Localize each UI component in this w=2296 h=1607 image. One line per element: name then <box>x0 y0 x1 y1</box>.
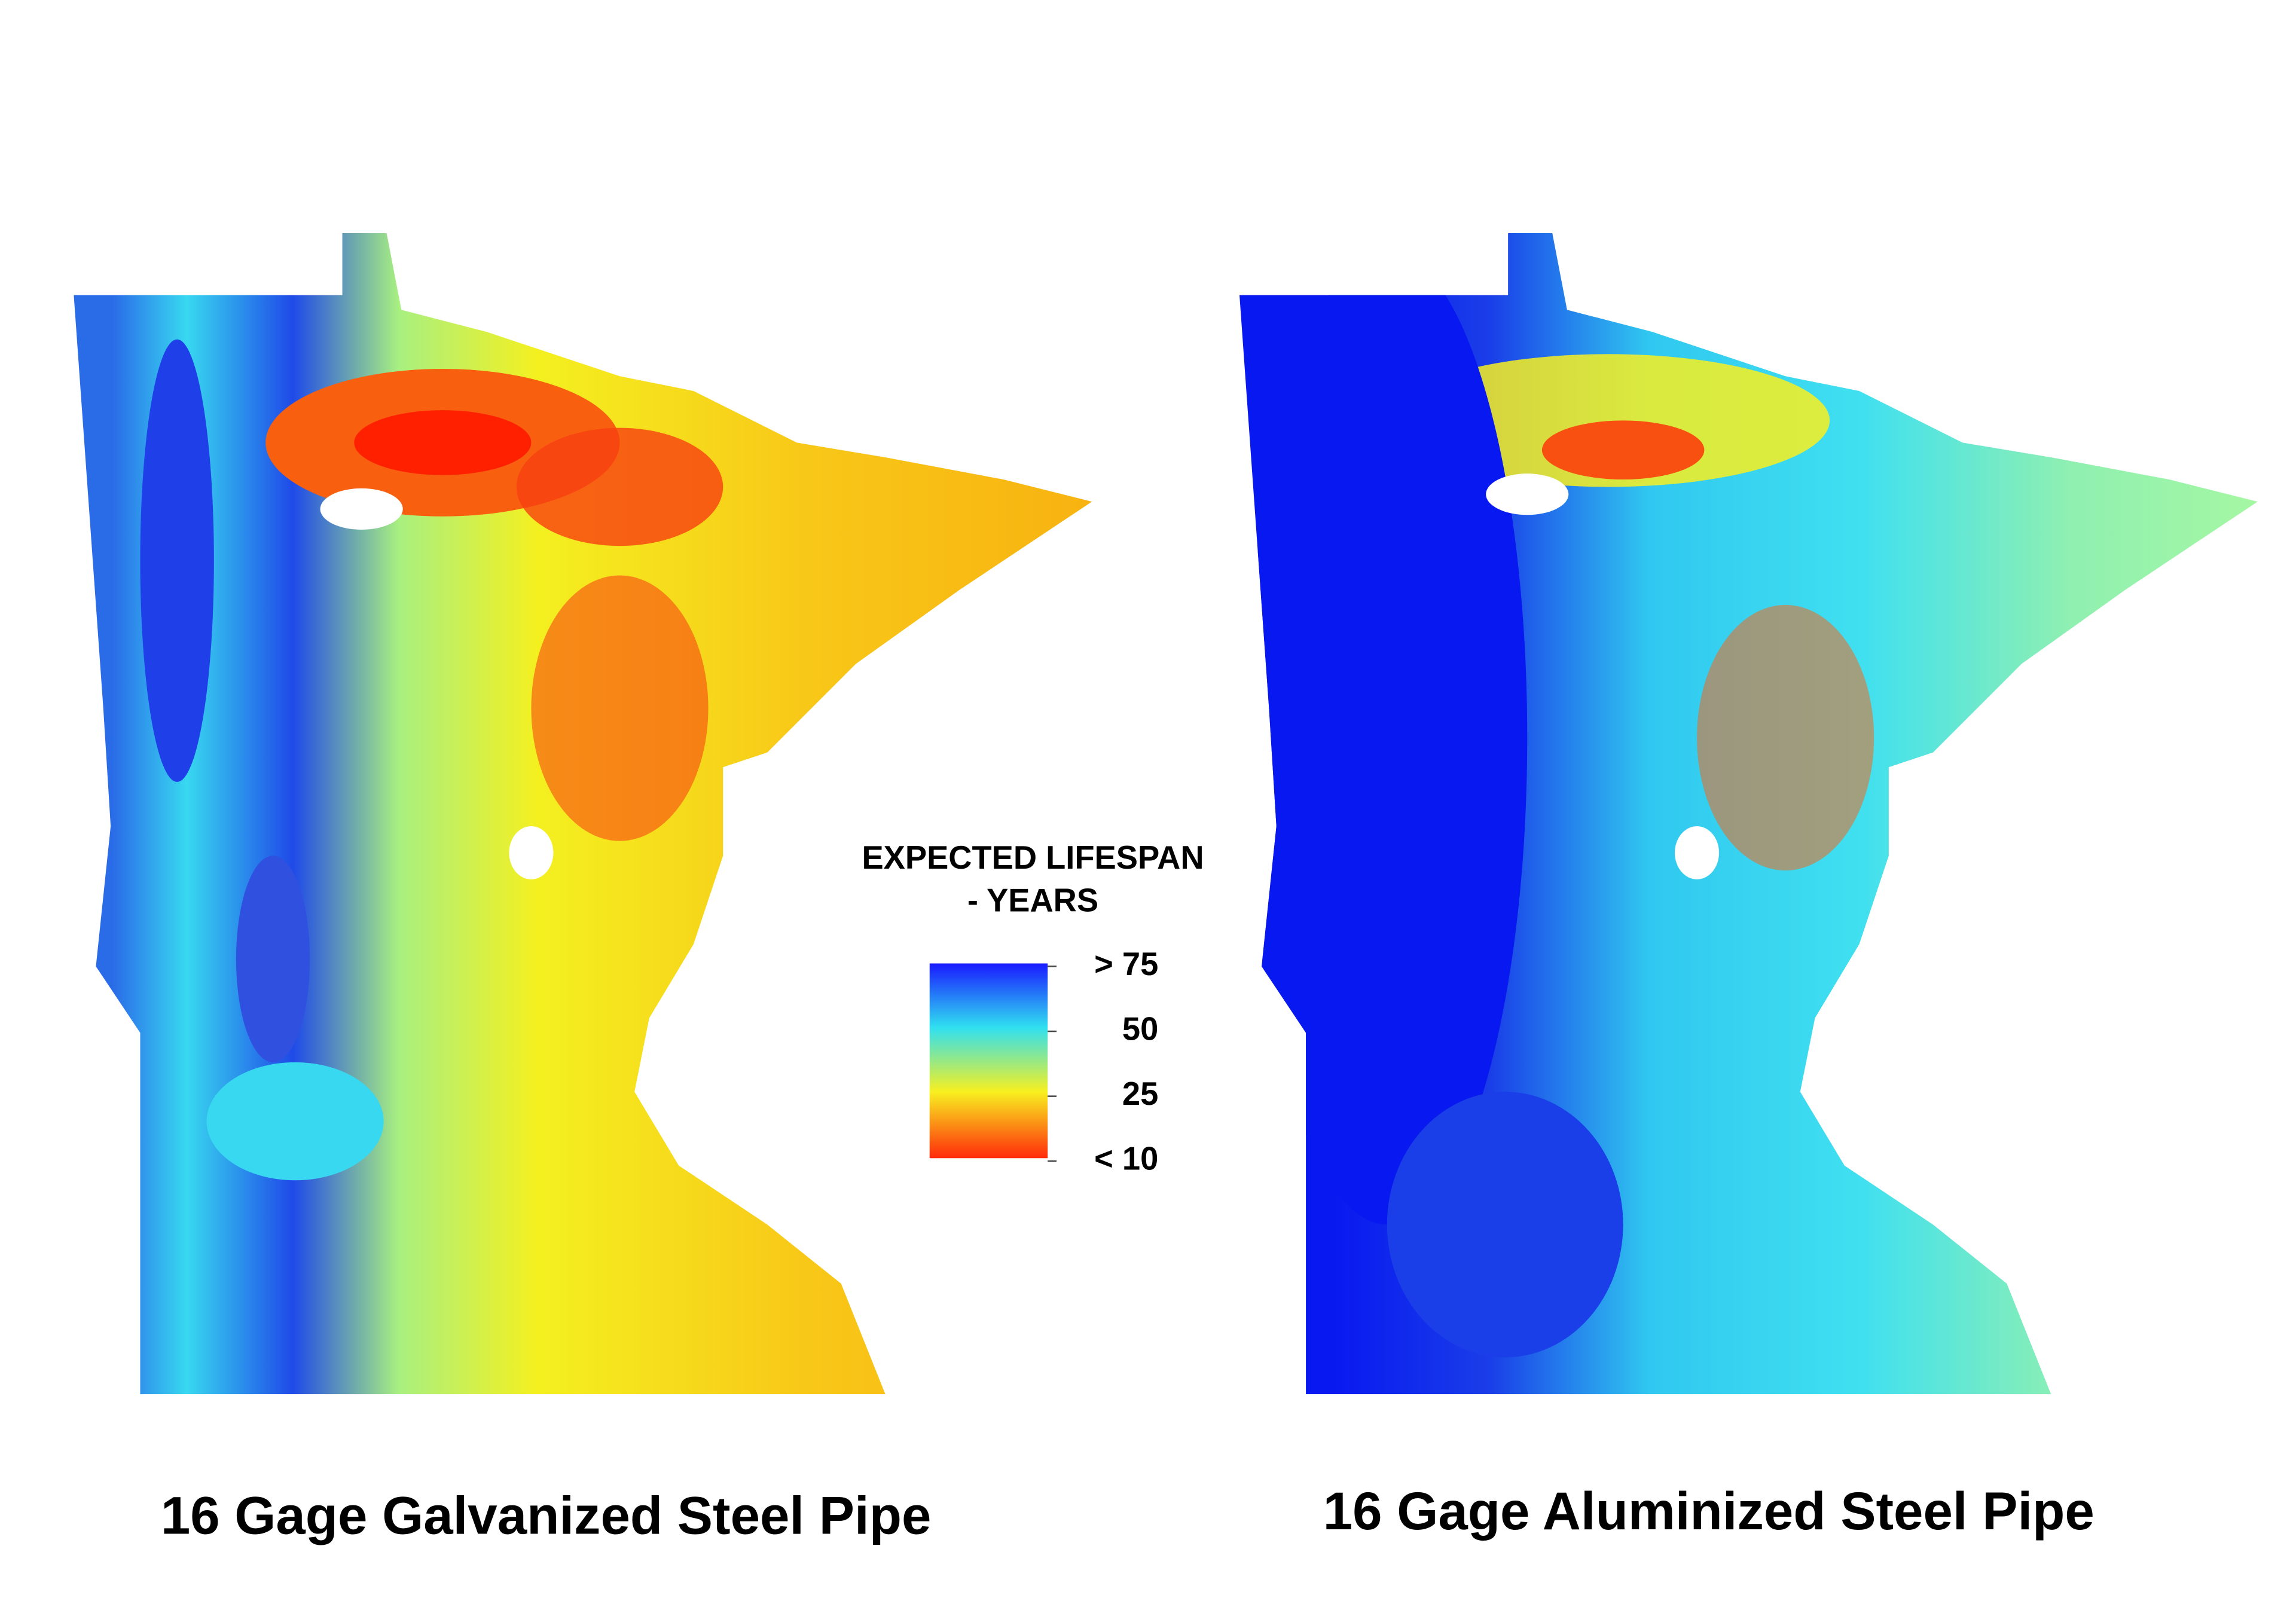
aluminized-map <box>1239 233 2258 1395</box>
map-title: 16 Gage Aluminized Steel Pipe <box>1323 1481 2095 1541</box>
galvanized-map <box>74 233 1092 1395</box>
color-bar <box>929 963 1048 1159</box>
legend-label: < 10 <box>1094 1141 1158 1177</box>
legend-label: 25 <box>1122 1076 1158 1112</box>
legend-title: EXPECTED LIFESPAN <box>862 839 1204 876</box>
map-title: 16 Gage Galvanized Steel Pipe <box>161 1486 932 1545</box>
legend-title: - YEARS <box>967 882 1098 919</box>
legend-label: 50 <box>1122 1010 1158 1047</box>
legend-labels: > 75 50 25 < 10 <box>1048 946 1158 1177</box>
legend-label: > 75 <box>1094 946 1158 982</box>
legend: EXPECTED LIFESPAN - YEARS > 75 50 25 < 10 <box>862 839 1204 1177</box>
